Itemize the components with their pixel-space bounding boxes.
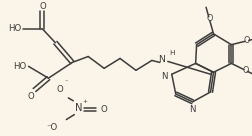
Text: ⁻O: ⁻O [47, 123, 58, 132]
Text: O: O [100, 105, 107, 114]
Text: H: H [168, 50, 174, 56]
Text: HO: HO [8, 24, 21, 33]
Text: O: O [241, 66, 248, 75]
Text: N: N [161, 72, 167, 81]
Text: O: O [27, 92, 34, 101]
Text: O: O [205, 14, 212, 23]
Text: N: N [158, 55, 165, 64]
Text: O: O [39, 2, 46, 11]
Text: ⁻: ⁻ [65, 79, 68, 85]
Text: N: N [189, 105, 195, 114]
Text: O: O [243, 36, 249, 45]
Text: HO: HO [13, 62, 26, 71]
Text: +: + [82, 99, 87, 104]
Text: O: O [57, 86, 64, 95]
Text: N: N [74, 103, 82, 113]
